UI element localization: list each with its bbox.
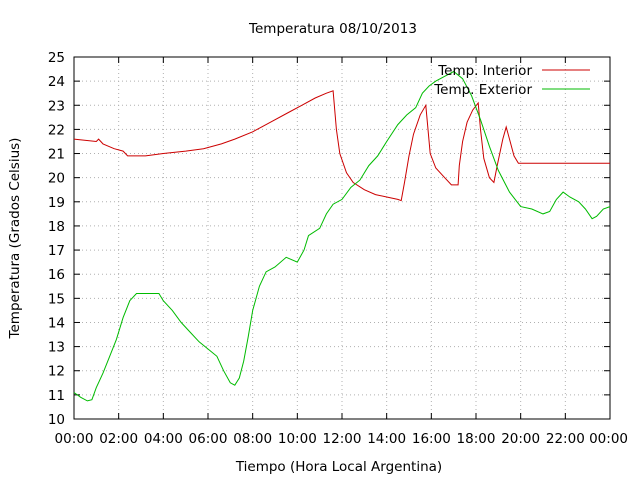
series-layer	[73, 70, 611, 402]
y-axis-label: Temperatura (Grados Celsius)	[7, 138, 23, 340]
x-tick-label: 20:00	[501, 431, 540, 447]
x-tick-label: 06:00	[189, 431, 228, 447]
y-tick-label: 25	[48, 50, 65, 66]
x-axis: 00:00 02:00 04:00 06:00 08:00 10:00 12:00 14:00…	[55, 57, 628, 447]
y-tick-label: 23	[48, 98, 65, 114]
x-tick-label: 10:00	[278, 431, 317, 447]
series-line-2	[73, 70, 611, 402]
legend-label-1: Temp. Interior	[437, 63, 532, 79]
x-tick-label: 02:00	[99, 431, 138, 447]
grid-lines	[74, 57, 610, 419]
y-tick-label: 20	[48, 171, 65, 187]
y-tick-label: 19	[48, 195, 65, 211]
x-tick-label: 16:00	[412, 431, 451, 447]
y-tick-label: 18	[48, 219, 65, 235]
x-tick-label: 18:00	[457, 431, 496, 447]
x-axis-label: Tiempo (Hora Local Argentina)	[235, 459, 442, 475]
x-tick-label: 00:00	[589, 431, 628, 447]
legend-label-2: Temp. Exterior	[433, 82, 532, 98]
y-tick-label: 13	[48, 340, 65, 356]
y-tick-label: 16	[48, 267, 65, 283]
y-tick-label: 17	[48, 243, 65, 259]
series-line-1	[73, 90, 610, 202]
y-tick-label: 11	[48, 388, 65, 404]
y-tick-label: 15	[48, 291, 65, 307]
y-tick-label: 24	[48, 74, 65, 90]
x-tick-label: 08:00	[233, 431, 272, 447]
y-tick-label: 21	[48, 147, 65, 163]
x-tick-label: 22:00	[546, 431, 585, 447]
x-tick-label: 14:00	[367, 431, 406, 447]
y-axis: 10 11 12 13 14 15 16 17 18 19 20 21 22 23 24 25	[48, 50, 610, 428]
y-tick-label: 12	[48, 364, 65, 380]
x-tick-label: 04:00	[144, 431, 183, 447]
y-tick-label: 10	[48, 412, 65, 428]
legend: Temp. Interior Temp. Exterior	[433, 63, 590, 98]
x-tick-label: 00:00	[55, 431, 94, 447]
y-tick-label: 14	[48, 315, 65, 331]
y-tick-label: 22	[48, 122, 65, 138]
chart-title: Temperatura 08/10/2013	[248, 21, 417, 37]
x-tick-label: 12:00	[323, 431, 362, 447]
